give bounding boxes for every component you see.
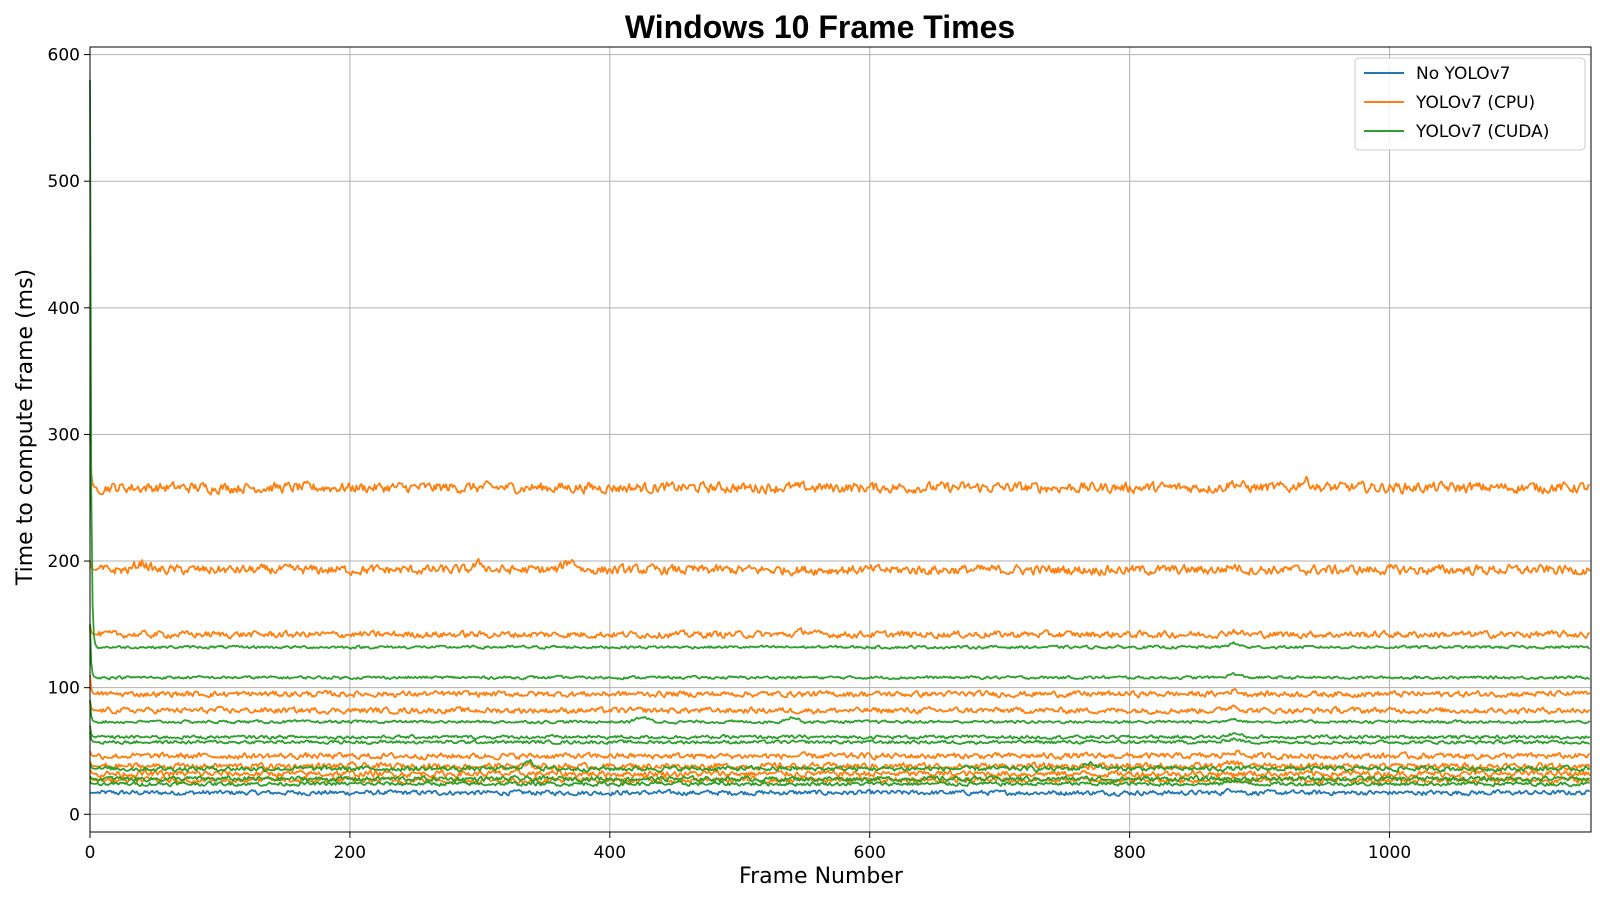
y-tick-label: 300 (48, 425, 80, 445)
plot-area-frame (89, 46, 1592, 833)
series-line-16 (89, 759, 1591, 773)
x-tick-label: 400 (594, 843, 626, 863)
y-tick-label: 0 (69, 805, 80, 825)
x-tick-label: 200 (334, 843, 366, 863)
legend-label-no-yolo: No YOLOv7 (1416, 64, 1510, 84)
series-line-1 (90, 787, 1591, 797)
legend-label-cpu: YOLOv7 (CPU) (1415, 93, 1535, 113)
series-line-12 (89, 624, 1590, 681)
x-tick-label: 600 (854, 843, 886, 863)
series-line-15 (89, 731, 1590, 746)
series-line-14 (89, 725, 1591, 740)
legend: No YOLOv7 YOLOv7 (CPU) YOLOv7 (CUDA) (1354, 57, 1586, 151)
grid-lines (89, 47, 1591, 832)
y-axis-ticks: 0 100 200 300 400 500 600 (48, 46, 90, 825)
series-line-18 (89, 779, 1590, 788)
series-line-13 (89, 700, 1591, 725)
legend-label-cuda: YOLOv7 (CUDA) (1415, 122, 1549, 142)
series-line-5 (89, 674, 1591, 699)
chart-title: Windows 10 Frame Times (625, 9, 1015, 45)
y-tick-label: 600 (48, 46, 80, 66)
y-tick-label: 400 (48, 299, 80, 319)
x-tick-label: 800 (1113, 843, 1145, 863)
series-lines (89, 79, 1591, 797)
y-tick-label: 200 (48, 552, 80, 572)
series-line-9 (89, 768, 1591, 779)
y-tick-label: 500 (48, 172, 80, 192)
series-line-4 (89, 624, 1590, 640)
x-tick-label: 1000 (1368, 843, 1411, 863)
series-line-17 (89, 774, 1590, 784)
series-line-11 (89, 79, 1591, 650)
series-line-3 (89, 557, 1591, 577)
series-line-6 (89, 700, 1591, 715)
x-axis-ticks: 0 200 400 600 800 1000 (85, 832, 1411, 863)
y-tick-label: 100 (48, 679, 80, 699)
series-line-7 (89, 749, 1591, 761)
x-axis-label: Frame Number (739, 864, 904, 889)
legend-box (1354, 57, 1586, 151)
y-axis-label: Time to compute frame (ms) (13, 269, 38, 586)
series-line-2 (89, 434, 1590, 496)
x-tick-label: 0 (85, 843, 96, 863)
